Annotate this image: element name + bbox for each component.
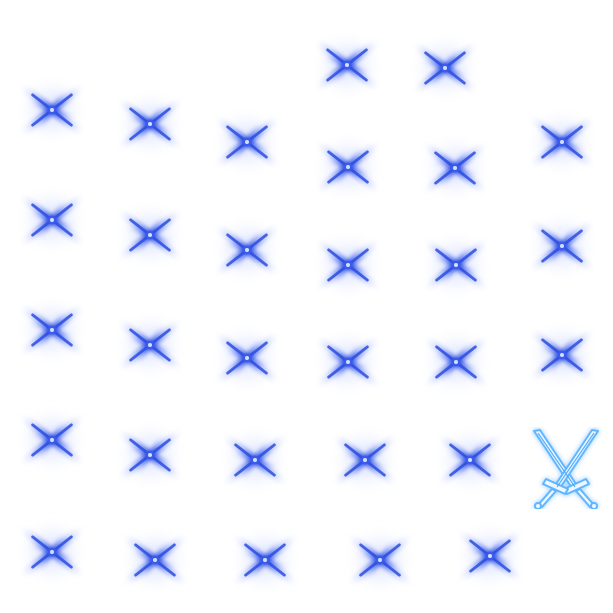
sparkle-x-icon bbox=[2, 502, 102, 602]
sparkle-x-icon bbox=[298, 312, 398, 412]
sparkle-x-icon bbox=[440, 506, 540, 606]
sparkle-x-icon bbox=[2, 170, 102, 270]
sparkle-x-icon bbox=[297, 15, 397, 115]
sparkle-x-icon bbox=[105, 510, 205, 610]
sparkle-x-icon bbox=[405, 118, 505, 218]
sparkle-x-icon bbox=[2, 390, 102, 490]
sparkle-x-icon bbox=[298, 117, 398, 217]
sparkle-x-icon bbox=[395, 18, 495, 118]
sparkle-x-icon bbox=[298, 215, 398, 315]
sparkle-x-icon bbox=[330, 510, 430, 610]
sparkle-x-icon bbox=[2, 60, 102, 160]
sparkle-x-icon bbox=[406, 312, 506, 412]
sparkle-x-icon bbox=[215, 510, 315, 610]
sparkle-x-icon bbox=[420, 410, 520, 510]
sparkle-x-icon bbox=[100, 185, 200, 285]
sparkle-x-icon bbox=[100, 74, 200, 174]
sparkle-x-icon bbox=[100, 295, 200, 395]
crossed-swords-icon bbox=[528, 427, 604, 509]
sparkle-x-icon bbox=[406, 215, 506, 315]
sparkle-x-icon bbox=[197, 92, 297, 192]
sparkle-x-icon bbox=[512, 196, 612, 296]
sparkle-x-icon bbox=[205, 410, 305, 510]
sparkle-x-icon bbox=[100, 405, 200, 505]
sparkle-x-icon bbox=[197, 200, 297, 300]
sparkle-x-icon bbox=[315, 410, 415, 510]
sparkle-x-icon bbox=[2, 280, 102, 380]
sparkle-x-icon bbox=[512, 305, 612, 405]
sparkle-x-icon bbox=[512, 92, 612, 192]
sparkle-x-icon bbox=[197, 308, 297, 408]
